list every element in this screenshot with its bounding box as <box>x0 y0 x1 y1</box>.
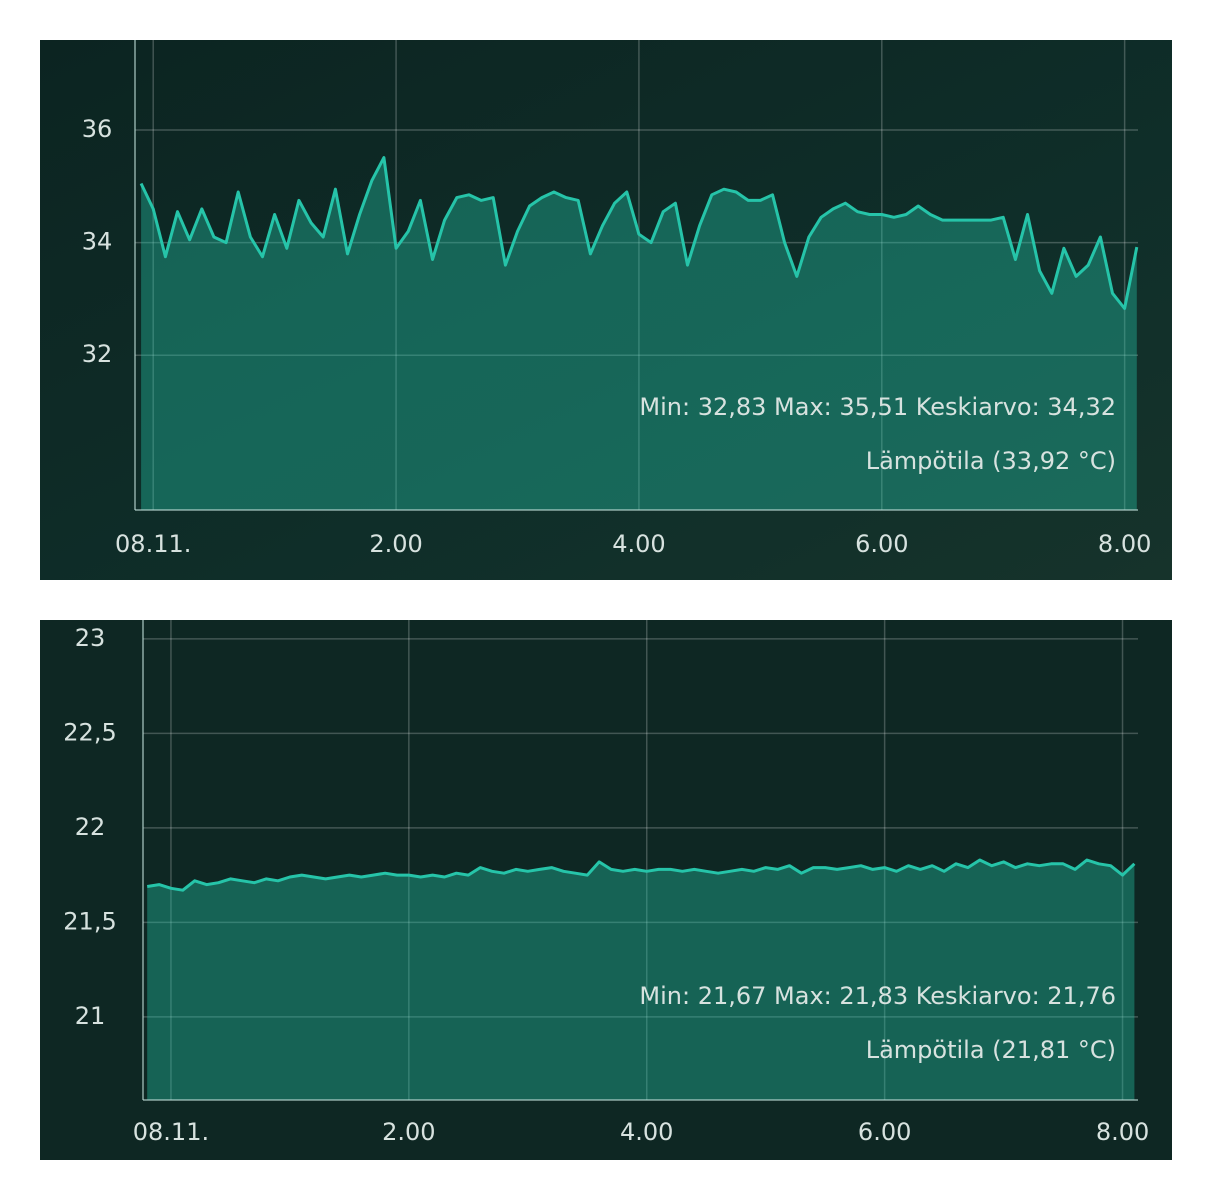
x-tick-label: 6.00 <box>855 530 908 558</box>
y-tick-label: 21 <box>75 1002 106 1030</box>
x-tick-label: 2.00 <box>369 530 422 558</box>
x-tick-label: 2.00 <box>382 1118 435 1146</box>
x-tick-label: 08.11. <box>115 530 191 558</box>
y-tick-label: 22 <box>75 813 106 841</box>
panel <box>40 620 1172 1160</box>
x-tick-label: 4.00 <box>620 1118 673 1146</box>
y-tick-label: 32 <box>82 340 113 368</box>
x-tick-label: 8.00 <box>1098 530 1151 558</box>
area-fill <box>141 157 1137 510</box>
legend-label: Lämpötila (33,92 °C) <box>866 447 1116 475</box>
x-tick-label: 4.00 <box>612 530 665 558</box>
area-fill <box>147 860 1135 1100</box>
x-tick-label: 08.11. <box>133 1118 209 1146</box>
legend-label: Lämpötila (21,81 °C) <box>866 1036 1116 1064</box>
series-line <box>139 156 1139 310</box>
y-tick-label: 23 <box>75 624 106 652</box>
y-tick-label: 36 <box>82 115 113 143</box>
series-line <box>146 858 1136 892</box>
x-tick-label: 6.00 <box>858 1118 911 1146</box>
y-tick-label: 22,5 <box>63 718 116 746</box>
x-tick-label: 8.00 <box>1096 1118 1149 1146</box>
stats-annotation: Min: 21,67 Max: 21,83 Keskiarvo: 21,76 <box>639 982 1116 1010</box>
y-tick-label: 21,5 <box>63 907 116 935</box>
stats-annotation: Min: 32,83 Max: 35,51 Keskiarvo: 34,32 <box>639 393 1116 421</box>
y-tick-label: 34 <box>82 228 113 256</box>
panel <box>40 40 1172 580</box>
